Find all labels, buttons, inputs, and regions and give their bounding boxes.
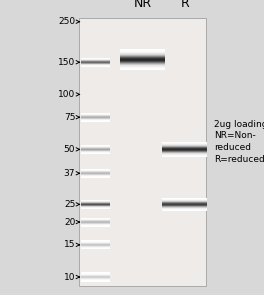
Text: 15: 15 (64, 240, 75, 249)
Text: NR: NR (134, 0, 152, 10)
Bar (120, 58, 165, 59)
Bar (120, 54, 165, 55)
Bar (120, 64, 165, 65)
Bar (120, 53, 165, 54)
Bar (120, 67, 165, 68)
Bar (120, 63, 165, 64)
Bar (120, 68, 165, 69)
Bar (120, 62, 165, 63)
Text: 10: 10 (64, 273, 75, 281)
Bar (120, 66, 165, 67)
Bar (120, 57, 165, 58)
Bar (120, 55, 165, 56)
Text: 25: 25 (64, 200, 75, 209)
Bar (79, 18, 206, 286)
Bar (120, 59, 165, 60)
Text: 20: 20 (64, 217, 75, 227)
Text: 75: 75 (64, 113, 75, 122)
Text: 100: 100 (58, 90, 75, 99)
Bar (120, 60, 165, 61)
Text: 250: 250 (58, 17, 75, 26)
Text: 37: 37 (64, 169, 75, 178)
Bar (120, 52, 165, 53)
Bar (120, 49, 165, 50)
Text: 150: 150 (58, 58, 75, 67)
Bar (120, 69, 165, 70)
Bar (120, 50, 165, 51)
Text: 2ug loading
NR=Non-
reduced
R=reduced: 2ug loading NR=Non- reduced R=reduced (214, 119, 264, 164)
Bar (120, 61, 165, 62)
Bar (120, 56, 165, 57)
Bar (120, 51, 165, 52)
Text: R: R (180, 0, 189, 10)
Text: 50: 50 (64, 145, 75, 154)
Bar (120, 65, 165, 66)
